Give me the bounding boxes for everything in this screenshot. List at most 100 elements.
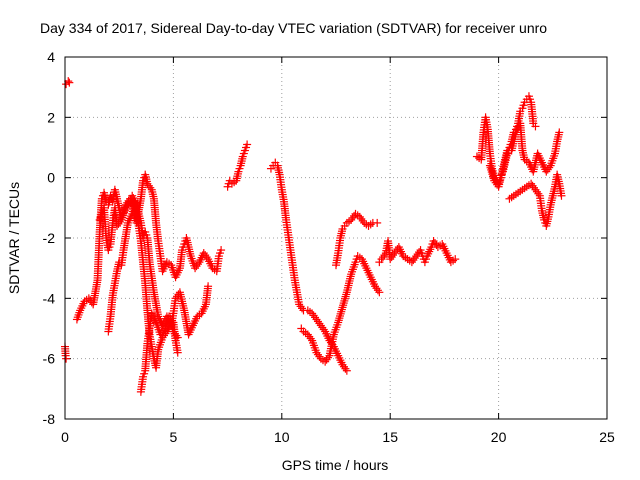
data-point — [342, 366, 351, 375]
data-point-interp — [431, 239, 440, 248]
data-point — [386, 255, 395, 264]
data-point — [557, 191, 566, 200]
data-point-interp — [313, 317, 322, 326]
data-point-interp — [318, 323, 327, 332]
data-point — [65, 78, 74, 87]
data-point-interp — [298, 304, 307, 313]
y-tick-label: 4 — [47, 49, 55, 65]
data-point-interp — [296, 302, 305, 311]
data-point — [143, 179, 152, 188]
y-tick-label: -2 — [43, 230, 56, 246]
y-tick-label: 0 — [47, 170, 55, 186]
x-tick-label: 15 — [382, 429, 398, 445]
data-point — [173, 348, 182, 357]
data-point-interp — [319, 325, 328, 334]
data-point — [531, 122, 540, 131]
data-point — [555, 128, 564, 137]
data-point-interp — [144, 181, 153, 190]
data-point-interp — [336, 309, 345, 318]
data-point-interp — [334, 316, 343, 325]
data-point-interp — [201, 251, 210, 260]
data-point — [312, 315, 321, 324]
data-point-interp — [339, 299, 348, 308]
data-point-interp — [311, 313, 320, 322]
data-point-interp — [192, 262, 201, 271]
data-point — [316, 321, 325, 330]
data-point — [355, 212, 364, 221]
data-point-interp — [530, 183, 539, 192]
data-point — [191, 264, 200, 273]
data-point — [312, 348, 321, 357]
data-point-interp — [528, 181, 537, 190]
x-axis-label: GPS time / hours — [281, 457, 389, 473]
x-tick-label: 0 — [61, 429, 69, 445]
data-point-interp — [335, 314, 344, 323]
data-point-interp — [313, 350, 322, 359]
data-point — [121, 200, 130, 209]
tick-labels: 0 5 10 15 20 25 -8 -6 -4 -2 0 2 4 — [43, 49, 615, 445]
data-point — [429, 237, 438, 246]
y-tick-label: -4 — [43, 290, 56, 306]
data-point-interp — [387, 253, 396, 262]
data-point-interp — [115, 217, 124, 226]
data-point-interp — [373, 286, 382, 295]
data-point — [217, 246, 226, 255]
data-point — [347, 215, 356, 224]
data-point — [527, 179, 536, 188]
data-point-interp — [114, 219, 123, 228]
plot-frame — [64, 56, 608, 420]
data-point-interp — [315, 319, 324, 328]
data-point-interp — [159, 326, 168, 335]
data-point-interp — [357, 214, 366, 223]
data-point-interp — [342, 290, 351, 299]
data-point — [390, 249, 399, 258]
data-point-interp — [301, 329, 310, 338]
data-point — [243, 140, 252, 149]
data-point-interp — [409, 256, 418, 265]
data-point-interp — [339, 301, 348, 310]
data-point — [204, 282, 213, 291]
data-point-interp — [545, 163, 554, 172]
data-point-interp — [543, 165, 552, 174]
grid-lines — [65, 57, 607, 419]
data-point-interp — [378, 253, 387, 262]
data-point-interp — [348, 213, 357, 222]
data-point — [451, 255, 460, 264]
x-tick-label: 5 — [170, 429, 178, 445]
data-point-interp — [358, 216, 367, 225]
data-point-interp — [534, 189, 543, 198]
data-point — [531, 185, 540, 194]
data-point-interp — [341, 292, 350, 301]
data-point-interp — [305, 332, 314, 341]
data-point — [62, 354, 71, 363]
data-point-interp — [337, 307, 346, 316]
data-point-interp — [389, 251, 398, 260]
data-point — [295, 300, 304, 309]
data-point — [373, 218, 382, 227]
data-point — [303, 330, 312, 339]
data-point-interp — [336, 312, 345, 321]
data-point-interp — [167, 316, 176, 325]
x-tick-label: 20 — [491, 429, 507, 445]
x-tick-label: 10 — [274, 429, 290, 445]
data-point — [490, 176, 499, 185]
data-point-interp — [306, 334, 315, 343]
data-point-interp — [532, 187, 541, 196]
data-point-interp — [339, 362, 348, 371]
data-point — [321, 357, 330, 366]
data-point-interp — [322, 355, 331, 364]
data-point — [407, 258, 416, 267]
data-point-interp — [366, 220, 375, 229]
data-point-interp — [410, 254, 419, 263]
data-point — [338, 303, 347, 312]
data-point — [338, 360, 347, 369]
data-point-interp — [146, 183, 155, 192]
data-point-interp — [337, 305, 346, 314]
data-point — [371, 282, 380, 291]
data-point-interp — [315, 352, 324, 361]
data-point — [64, 77, 73, 86]
data-point — [199, 249, 208, 258]
data-point-interp — [413, 250, 422, 259]
data-point — [113, 221, 122, 230]
data-point-interp — [193, 260, 202, 269]
